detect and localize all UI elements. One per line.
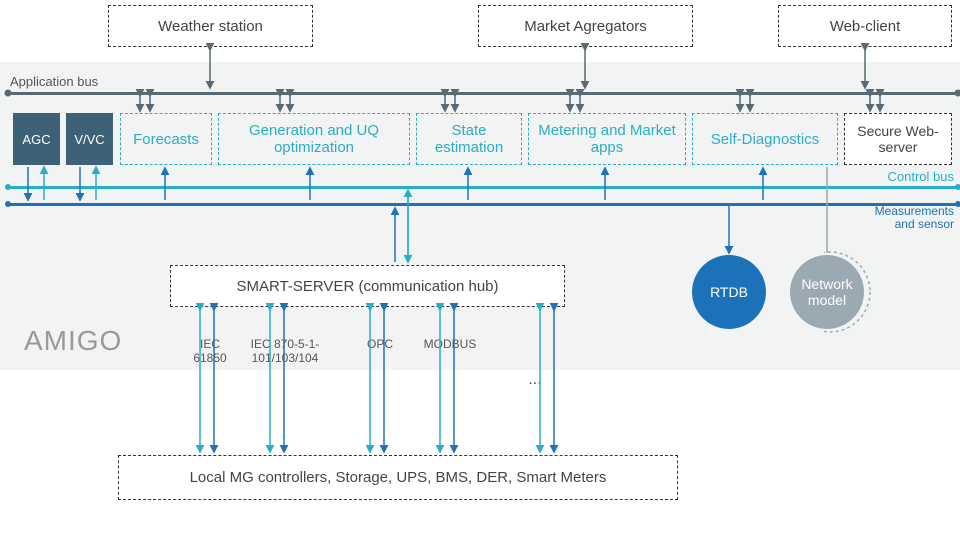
proto-iec870: IEC 870-5-1-101/103/104 xyxy=(245,337,325,366)
meter-box: Metering and Market apps xyxy=(528,113,686,165)
bottom-label: Local MG controllers, Storage, UPS, BMS,… xyxy=(190,469,607,486)
vvc-label: V/VC xyxy=(74,132,104,147)
proto-modbus: MODBUS xyxy=(420,337,480,351)
application-bus xyxy=(8,92,958,95)
forecasts-label: Forecasts xyxy=(133,131,199,148)
genuq-label: Generation and UQ optimization xyxy=(227,122,401,156)
secure-box: Secure Web-server xyxy=(844,113,952,165)
proto-dots: ... xyxy=(520,370,550,389)
proto-iec61850: IEC 61850 xyxy=(185,337,235,366)
market-agregators-label: Market Agregators xyxy=(524,18,647,35)
state-box: State estimation xyxy=(416,113,522,165)
controlbus-label: Control bus xyxy=(888,169,954,184)
web-client-box: Web-client xyxy=(778,5,952,47)
web-client-label: Web-client xyxy=(830,18,901,35)
diag-box: Self-Diagnostics xyxy=(692,113,838,165)
rtdb-label: RTDB xyxy=(710,284,748,300)
proto-opc: OPC xyxy=(360,337,400,351)
forecasts-box: Forecasts xyxy=(120,113,212,165)
meter-label: Metering and Market apps xyxy=(537,122,677,156)
smart-server-box: SMART-SERVER (communication hub) xyxy=(170,265,565,307)
market-agregators-box: Market Agregators xyxy=(478,5,693,47)
smart-server-label: SMART-SERVER (communication hub) xyxy=(236,278,498,295)
measbus-label: Measurementsand sensor xyxy=(875,205,954,231)
measurement-bus xyxy=(8,203,958,206)
weather-station-label: Weather station xyxy=(158,18,263,35)
weather-station-box: Weather station xyxy=(108,5,313,47)
agc-label: AGC xyxy=(22,132,50,147)
state-label: State estimation xyxy=(425,122,513,156)
vvc-box: V/VC xyxy=(66,113,113,165)
control-bus xyxy=(8,186,958,189)
bottom-box: Local MG controllers, Storage, UPS, BMS,… xyxy=(118,455,678,500)
appbus-label: Application bus xyxy=(10,74,98,89)
netmodel-scallop xyxy=(824,248,882,336)
genuq-box: Generation and UQ optimization xyxy=(218,113,410,165)
agc-box: AGC xyxy=(13,113,60,165)
secure-label: Secure Web-server xyxy=(853,123,943,155)
amigo-title: AMIGO xyxy=(24,325,122,357)
rtdb-circle: RTDB xyxy=(692,255,766,329)
diag-label: Self-Diagnostics xyxy=(711,131,819,148)
